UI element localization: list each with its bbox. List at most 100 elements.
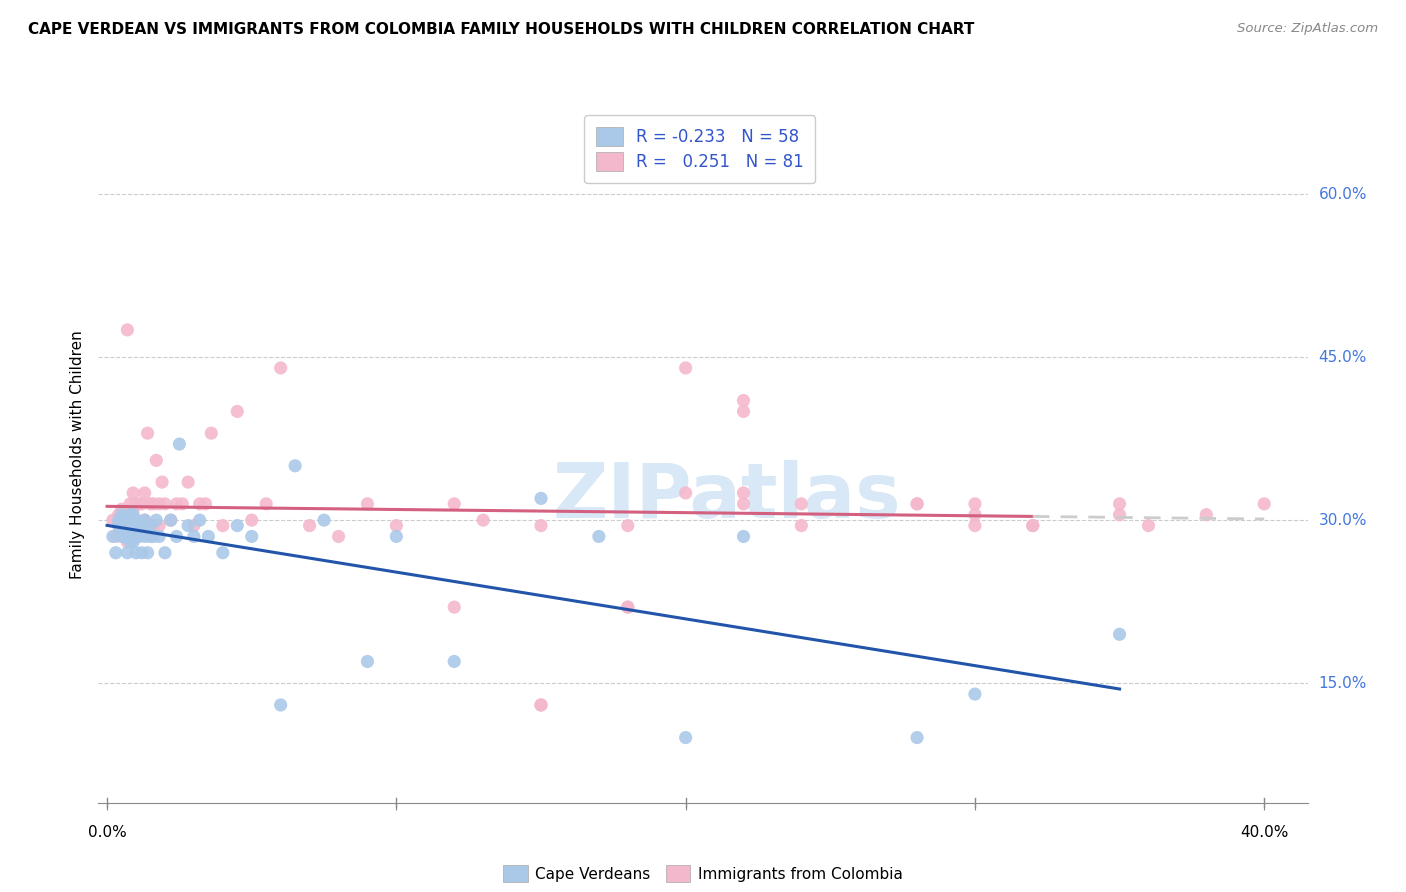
- Point: [136, 546, 159, 560]
- Point: [211, 546, 233, 560]
- Point: [145, 513, 167, 527]
- Point: [270, 698, 292, 712]
- Point: [211, 518, 233, 533]
- Point: [150, 475, 173, 489]
- Point: [733, 486, 755, 500]
- Point: [101, 513, 124, 527]
- Point: [120, 534, 142, 549]
- Point: [104, 546, 127, 560]
- Point: [148, 529, 170, 543]
- Text: Source: ZipAtlas.com: Source: ZipAtlas.com: [1237, 22, 1378, 36]
- Point: [101, 529, 124, 543]
- Point: [472, 513, 495, 527]
- Point: [125, 513, 148, 527]
- Text: ZIPatlas: ZIPatlas: [553, 459, 901, 533]
- Text: 45.0%: 45.0%: [1319, 350, 1367, 365]
- Point: [733, 404, 755, 418]
- Point: [675, 486, 697, 500]
- Point: [107, 513, 129, 527]
- Point: [1022, 518, 1045, 533]
- Point: [1108, 497, 1130, 511]
- Point: [183, 529, 205, 543]
- Point: [905, 497, 928, 511]
- Point: [177, 475, 200, 489]
- Point: [114, 529, 136, 543]
- Point: [131, 518, 153, 533]
- Point: [125, 513, 148, 527]
- Point: [169, 437, 191, 451]
- Point: [131, 497, 153, 511]
- Point: [284, 458, 307, 473]
- Point: [122, 534, 145, 549]
- Point: [148, 518, 170, 533]
- Y-axis label: Family Households with Children: Family Households with Children: [69, 331, 84, 579]
- Point: [963, 518, 986, 533]
- Point: [142, 497, 165, 511]
- Point: [117, 534, 139, 549]
- Point: [617, 600, 640, 615]
- Point: [177, 518, 200, 533]
- Point: [120, 529, 142, 543]
- Point: [139, 518, 162, 533]
- Point: [963, 508, 986, 522]
- Point: [385, 518, 408, 533]
- Point: [122, 502, 145, 516]
- Point: [159, 513, 181, 527]
- Point: [122, 518, 145, 533]
- Point: [120, 518, 142, 533]
- Point: [107, 508, 129, 522]
- Point: [159, 513, 181, 527]
- Point: [312, 513, 335, 527]
- Text: 30.0%: 30.0%: [1319, 513, 1367, 528]
- Point: [148, 497, 170, 511]
- Point: [117, 529, 139, 543]
- Point: [270, 361, 292, 376]
- Text: 60.0%: 60.0%: [1319, 186, 1367, 202]
- Point: [153, 546, 176, 560]
- Point: [166, 529, 188, 543]
- Point: [733, 393, 755, 408]
- Point: [790, 518, 813, 533]
- Point: [139, 529, 162, 543]
- Point: [617, 600, 640, 615]
- Point: [136, 426, 159, 441]
- Point: [107, 518, 129, 533]
- Point: [733, 529, 755, 543]
- Point: [328, 529, 350, 543]
- Point: [110, 518, 132, 533]
- Point: [188, 513, 211, 527]
- Point: [122, 518, 145, 533]
- Text: 40.0%: 40.0%: [1240, 825, 1288, 840]
- Point: [134, 513, 156, 527]
- Point: [963, 687, 986, 701]
- Point: [114, 513, 136, 527]
- Point: [1022, 518, 1045, 533]
- Point: [1253, 497, 1275, 511]
- Point: [172, 497, 194, 511]
- Text: 15.0%: 15.0%: [1319, 676, 1367, 690]
- Point: [617, 518, 640, 533]
- Point: [117, 518, 139, 533]
- Point: [134, 513, 156, 527]
- Point: [790, 497, 813, 511]
- Point: [443, 497, 465, 511]
- Point: [1137, 518, 1160, 533]
- Point: [298, 518, 321, 533]
- Point: [166, 497, 188, 511]
- Point: [122, 508, 145, 522]
- Text: CAPE VERDEAN VS IMMIGRANTS FROM COLOMBIA FAMILY HOUSEHOLDS WITH CHILDREN CORRELA: CAPE VERDEAN VS IMMIGRANTS FROM COLOMBIA…: [28, 22, 974, 37]
- Point: [120, 497, 142, 511]
- Point: [125, 529, 148, 543]
- Point: [142, 518, 165, 533]
- Point: [120, 518, 142, 533]
- Point: [117, 323, 139, 337]
- Point: [443, 655, 465, 669]
- Point: [240, 513, 263, 527]
- Text: 0.0%: 0.0%: [87, 825, 127, 840]
- Point: [139, 518, 162, 533]
- Point: [240, 529, 263, 543]
- Point: [128, 518, 150, 533]
- Point: [128, 518, 150, 533]
- Point: [226, 518, 249, 533]
- Point: [905, 497, 928, 511]
